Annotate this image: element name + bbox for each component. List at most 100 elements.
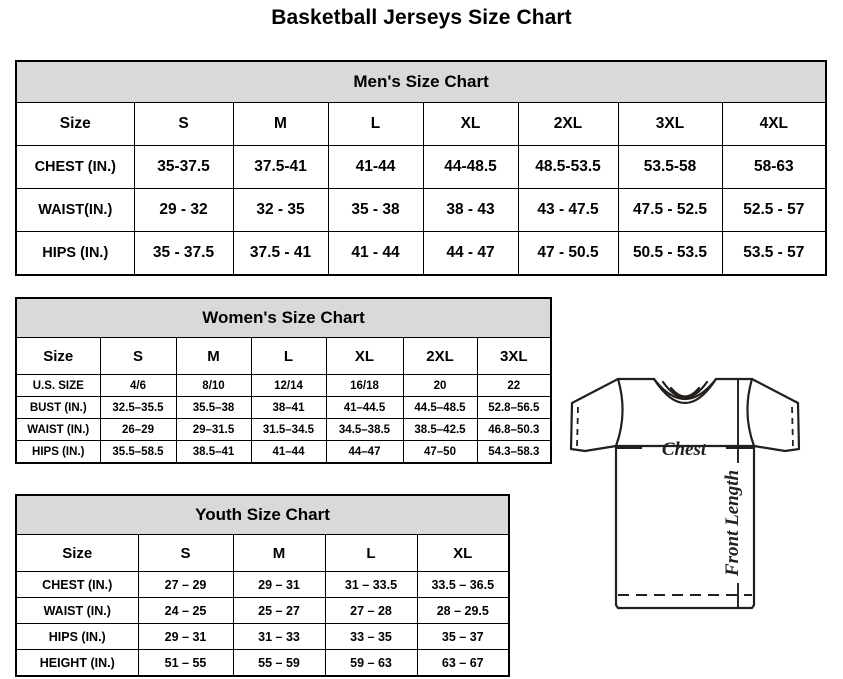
table-row: HIPS (IN.) 35 - 37.5 37.5 - 41 41 - 44 4… xyxy=(15,231,827,276)
womens-row-3-cell-1: 38.5–41 xyxy=(175,440,252,464)
mens-size-chart-table: Men's Size Chart Size S M L XL 2XL 3XL 4… xyxy=(15,60,828,276)
womens-header-row: Size S M L XL 2XL 3XL xyxy=(15,337,552,375)
jersey-measurement-diagram: Chest Front Length xyxy=(530,355,830,655)
womens-row-0-cell-0: 4/6 xyxy=(99,374,177,397)
mens-row-1-cell-2: 35 - 38 xyxy=(327,188,424,232)
table-row: CHEST (IN.) 27 – 29 29 – 31 31 – 33.5 33… xyxy=(15,571,510,598)
womens-row-2-cell-0: 26–29 xyxy=(99,418,177,441)
womens-header-cell-6: 3XL xyxy=(476,337,552,375)
womens-row-2-cell-5: 46.8–50.3 xyxy=(476,418,552,441)
mens-row-0-cell-0: 35-37.5 xyxy=(133,145,234,189)
womens-row-2-cell-3: 34.5–38.5 xyxy=(325,418,404,441)
table-row: WAIST(IN.) 29 - 32 32 - 35 35 - 38 38 - … xyxy=(15,188,827,232)
youth-row-1-cell-2: 27 – 28 xyxy=(324,597,418,624)
womens-row-1-cell-3: 41–44.5 xyxy=(325,396,404,419)
womens-row-3-cell-2: 41–44 xyxy=(250,440,327,464)
womens-row-1-cell-4: 44.5–48.5 xyxy=(402,396,478,419)
youth-header-cell-4: XL xyxy=(416,534,510,572)
youth-row-3-cell-3: 63 – 67 xyxy=(416,649,510,677)
womens-row-2-cell-2: 31.5–34.5 xyxy=(250,418,327,441)
mens-row-2-label: HIPS (IN.) xyxy=(15,231,135,276)
womens-row-0-label: U.S. SIZE xyxy=(15,374,101,397)
youth-caption-row: Youth Size Chart xyxy=(15,494,510,535)
table-row: HIPS (IN.) 35.5–58.5 38.5–41 41–44 44–47… xyxy=(15,440,552,464)
table-row: BUST (IN.) 32.5–35.5 35.5–38 38–41 41–44… xyxy=(15,396,552,419)
mens-row-2-cell-3: 44 - 47 xyxy=(422,231,519,276)
mens-header-cell-1: S xyxy=(133,102,234,146)
womens-header-cell-3: L xyxy=(250,337,327,375)
mens-row-1-cell-6: 52.5 - 57 xyxy=(721,188,827,232)
womens-size-chart-table: Women's Size Chart Size S M L XL 2XL 3XL… xyxy=(15,297,553,464)
table-row: WAIST (IN.) 26–29 29–31.5 31.5–34.5 34.5… xyxy=(15,418,552,441)
youth-size-chart-table: Youth Size Chart Size S M L XL CHEST (IN… xyxy=(15,494,511,677)
youth-row-1-label: WAIST (IN.) xyxy=(15,597,139,624)
youth-row-0-label: CHEST (IN.) xyxy=(15,571,139,598)
youth-row-3-cell-0: 51 – 55 xyxy=(137,649,234,677)
womens-row-2-cell-1: 29–31.5 xyxy=(175,418,252,441)
mens-row-1-cell-4: 43 - 47.5 xyxy=(517,188,619,232)
youth-row-0-cell-0: 27 – 29 xyxy=(137,571,234,598)
mens-row-0-cell-6: 58-63 xyxy=(721,145,827,189)
youth-row-3-label: HEIGHT (IN.) xyxy=(15,649,139,677)
youth-row-2-cell-2: 33 – 35 xyxy=(324,623,418,650)
womens-row-3-label: HIPS (IN.) xyxy=(15,440,101,464)
mens-row-2-cell-6: 53.5 - 57 xyxy=(721,231,827,276)
womens-header-cell-4: XL xyxy=(325,337,404,375)
front-length-label: Front Length xyxy=(722,470,743,577)
youth-header-cell-2: M xyxy=(232,534,326,572)
mens-row-0-cell-1: 37.5-41 xyxy=(232,145,329,189)
womens-row-0-cell-5: 22 xyxy=(476,374,552,397)
youth-row-1-cell-3: 28 – 29.5 xyxy=(416,597,510,624)
mens-header-cell-4: XL xyxy=(422,102,519,146)
womens-header-cell-0: Size xyxy=(15,337,101,375)
table-row: WAIST (IN.) 24 – 25 25 – 27 27 – 28 28 –… xyxy=(15,597,510,624)
mens-row-1-cell-0: 29 - 32 xyxy=(133,188,234,232)
youth-row-0-cell-3: 33.5 – 36.5 xyxy=(416,571,510,598)
mens-header-cell-2: M xyxy=(232,102,329,146)
mens-row-1-cell-3: 38 - 43 xyxy=(422,188,519,232)
tshirt-outline-icon xyxy=(569,377,801,610)
mens-row-2-cell-5: 50.5 - 53.5 xyxy=(617,231,723,276)
youth-header-cell-3: L xyxy=(324,534,418,572)
womens-row-2-label: WAIST (IN.) xyxy=(15,418,101,441)
mens-row-0-cell-2: 41-44 xyxy=(327,145,424,189)
womens-row-1-cell-5: 52.8–56.5 xyxy=(476,396,552,419)
youth-header-row: Size S M L XL xyxy=(15,534,510,572)
womens-row-3-cell-5: 54.3–58.3 xyxy=(476,440,552,464)
mens-row-2-cell-4: 47 - 50.5 xyxy=(517,231,619,276)
womens-row-1-label: BUST (IN.) xyxy=(15,396,101,419)
chest-label: Chest xyxy=(662,439,707,460)
youth-row-1-cell-0: 24 – 25 xyxy=(137,597,234,624)
womens-row-0-cell-4: 20 xyxy=(402,374,478,397)
table-row: HEIGHT (IN.) 51 – 55 55 – 59 59 – 63 63 … xyxy=(15,649,510,677)
womens-row-1-cell-1: 35.5–38 xyxy=(175,396,252,419)
mens-header-cell-3: L xyxy=(327,102,424,146)
womens-row-1-cell-0: 32.5–35.5 xyxy=(99,396,177,419)
mens-header-row: Size S M L XL 2XL 3XL 4XL xyxy=(15,102,827,146)
mens-header-cell-0: Size xyxy=(15,102,135,146)
youth-row-2-cell-3: 35 – 37 xyxy=(416,623,510,650)
youth-header-cell-0: Size xyxy=(15,534,139,572)
womens-row-3-cell-4: 47–50 xyxy=(402,440,478,464)
page-title: Basketball Jerseys Size Chart xyxy=(271,6,572,29)
youth-row-1-cell-1: 25 – 27 xyxy=(232,597,326,624)
mens-caption-row: Men's Size Chart xyxy=(15,60,827,103)
womens-caption-row: Women's Size Chart xyxy=(15,297,552,338)
womens-header-cell-2: M xyxy=(175,337,252,375)
womens-row-3-cell-3: 44–47 xyxy=(325,440,404,464)
womens-row-2-cell-4: 38.5–42.5 xyxy=(402,418,478,441)
womens-header-cell-5: 2XL xyxy=(402,337,478,375)
table-row: CHEST (IN.) 35-37.5 37.5-41 41-44 44-48.… xyxy=(15,145,827,189)
youth-header-cell-1: S xyxy=(137,534,234,572)
womens-row-0-cell-2: 12/14 xyxy=(250,374,327,397)
womens-row-3-cell-0: 35.5–58.5 xyxy=(99,440,177,464)
youth-caption: Youth Size Chart xyxy=(15,494,510,535)
mens-row-1-label: WAIST(IN.) xyxy=(15,188,135,232)
womens-header-cell-1: S xyxy=(99,337,177,375)
mens-row-2-cell-1: 37.5 - 41 xyxy=(232,231,329,276)
mens-row-2-cell-2: 41 - 44 xyxy=(327,231,424,276)
mens-row-0-cell-5: 53.5-58 xyxy=(617,145,723,189)
mens-row-0-cell-4: 48.5-53.5 xyxy=(517,145,619,189)
mens-row-0-cell-3: 44-48.5 xyxy=(422,145,519,189)
youth-row-3-cell-1: 55 – 59 xyxy=(232,649,326,677)
